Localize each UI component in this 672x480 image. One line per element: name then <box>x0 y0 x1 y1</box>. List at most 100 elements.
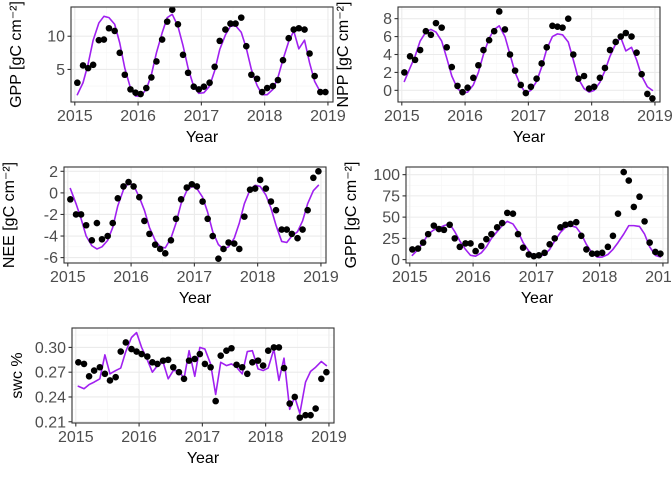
data-point <box>470 74 477 82</box>
data-point <box>549 22 556 30</box>
data-point <box>230 240 238 247</box>
data-point <box>172 215 180 223</box>
data-point <box>511 67 519 74</box>
data-point <box>406 52 414 60</box>
data-point <box>80 360 88 368</box>
panel-border <box>405 166 669 264</box>
data-point <box>191 355 199 363</box>
data-point <box>228 344 235 352</box>
y-tick-label: 0.24 <box>35 389 66 406</box>
data-point <box>286 400 294 407</box>
data-point <box>435 225 443 233</box>
data-point <box>100 36 108 43</box>
data-layer <box>401 8 656 102</box>
x-tick-label: 2016 <box>121 429 157 446</box>
data-point <box>464 84 471 91</box>
data-point <box>179 51 187 59</box>
data-point <box>138 350 145 358</box>
data-point <box>164 356 172 364</box>
data-point <box>422 27 430 35</box>
x-tick-label: 2017 <box>177 269 213 286</box>
data-point <box>146 230 153 238</box>
data-point <box>456 243 464 251</box>
data-point <box>459 88 466 96</box>
data-point <box>554 23 561 31</box>
data-point <box>121 71 129 79</box>
data-point <box>259 362 267 369</box>
data-point <box>657 250 664 257</box>
data-point <box>519 244 527 252</box>
data-point <box>264 347 272 355</box>
x-tick-label: 2016 <box>447 108 483 125</box>
data-point <box>195 86 203 93</box>
x-tick-label: 2018 <box>248 429 284 446</box>
data-point <box>485 36 493 44</box>
data-point <box>222 26 229 33</box>
chart-panel-swc: 2015 2016 2017 2018 2019 0.21 0.24 0.27 0.30 Year… <box>9 327 347 467</box>
data-point <box>304 206 311 214</box>
data-point <box>451 235 459 242</box>
y-axis-title: GPP [gC cm⁻²] <box>343 162 360 269</box>
data-point <box>75 358 82 366</box>
data-point <box>483 235 490 243</box>
data-point <box>577 232 585 240</box>
chart-panel-gpp-small: 2015 2016 2017 2018 2019 5 10 Year GPP [gC cm⁻²] <box>8 1 346 146</box>
x-tick-label: 2015 <box>50 269 86 286</box>
data-point <box>163 18 171 25</box>
data-point <box>180 375 188 383</box>
data-point <box>414 245 422 252</box>
data-point <box>204 215 211 223</box>
data-point <box>557 224 564 231</box>
data-point <box>130 183 137 190</box>
data-point <box>503 209 511 217</box>
data-point <box>232 20 239 27</box>
data-point <box>242 42 250 50</box>
x-axis-title: Year <box>186 129 219 146</box>
data-point <box>317 88 324 96</box>
data-point <box>652 248 659 256</box>
x-tick-label: 2018 <box>574 108 610 125</box>
data-point <box>541 249 548 257</box>
x-tick-label: 2018 <box>582 269 618 286</box>
chart-panel-gpp-large: 2015 2016 2017 2018 2019 0 25 50 75 100 Year GPP [g… <box>343 162 672 307</box>
data-point <box>188 180 196 188</box>
data-point <box>583 246 590 253</box>
data-point <box>306 50 313 57</box>
x-tick-label: 2017 <box>519 269 555 286</box>
data-point <box>517 81 525 89</box>
data-point <box>514 230 522 238</box>
data-layer <box>67 168 322 262</box>
x-tick-label: 2017 <box>184 108 220 125</box>
data-point <box>93 219 101 227</box>
y-tick-label: 75 <box>382 188 400 205</box>
series-line-model <box>76 13 327 97</box>
y-tick-label: -6 <box>44 250 58 267</box>
data-point <box>443 44 451 51</box>
data-point <box>572 218 580 226</box>
data-point <box>249 358 256 366</box>
data-point <box>493 224 501 231</box>
data-point <box>291 393 299 401</box>
data-point <box>175 368 183 376</box>
y-tick-label: 0.30 <box>35 340 66 357</box>
data-point <box>116 49 124 57</box>
data-point <box>235 245 243 253</box>
data-point <box>105 24 113 32</box>
data-point <box>649 95 656 102</box>
data-point <box>177 196 185 203</box>
data-point <box>275 344 283 351</box>
data-point <box>161 249 169 257</box>
data-point <box>141 217 148 225</box>
data-point <box>416 46 424 54</box>
data-point <box>559 24 566 31</box>
y-tick-label: 10 <box>47 29 65 46</box>
data-point <box>237 14 245 21</box>
data-point <box>501 26 509 33</box>
data-point <box>533 75 540 82</box>
data-point <box>168 7 176 13</box>
data-point <box>90 367 98 374</box>
x-tick-label: 2018 <box>247 108 283 125</box>
data-point <box>185 357 193 364</box>
data-point <box>285 34 293 42</box>
data-point <box>525 251 533 258</box>
